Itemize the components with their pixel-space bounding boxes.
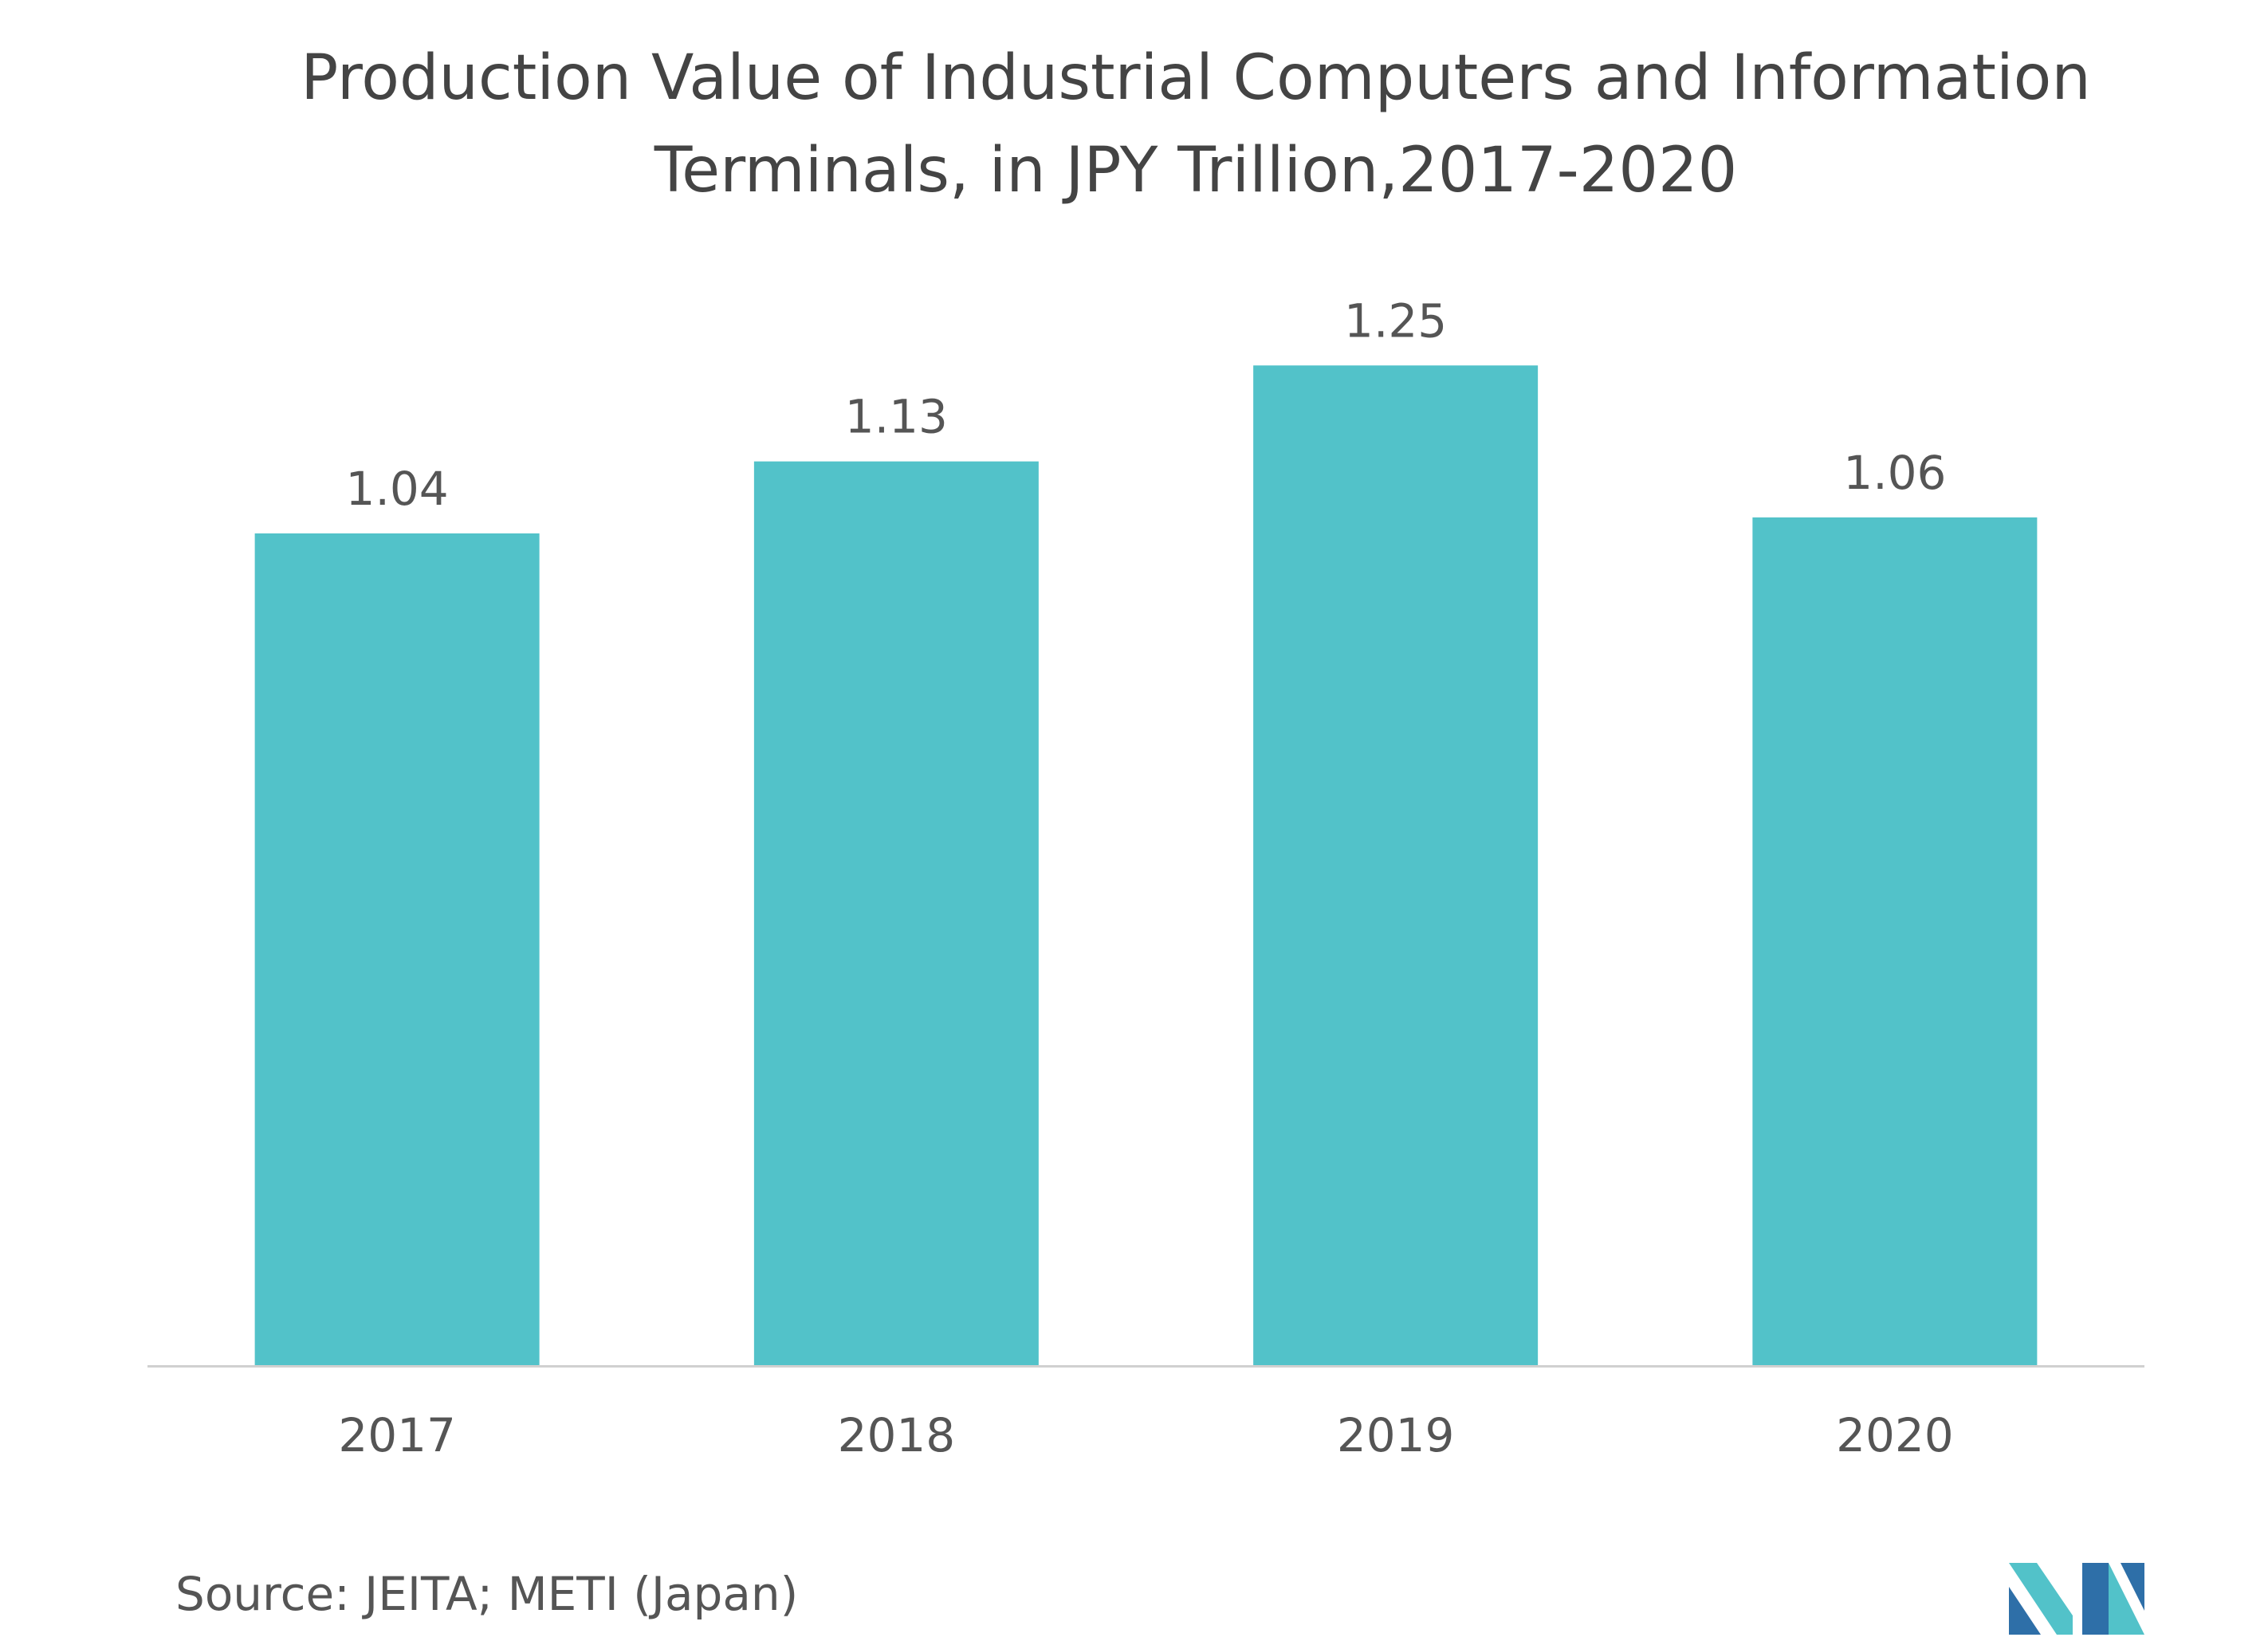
mordor-intelligence-logo-icon [2009, 1563, 2144, 1635]
bar-group [254, 365, 2038, 1366]
value-label-2020: 1.06 [1843, 446, 1946, 500]
source-note: Source: JEITA; METI (Japan) [175, 1567, 799, 1621]
bar-2019 [1253, 365, 1539, 1366]
bar-2017 [254, 533, 540, 1366]
chart-title: Production Value of Industrial Computers… [175, 32, 2216, 217]
logo-left-shape [2009, 1587, 2041, 1635]
x-tick-label-2019: 2019 [1337, 1408, 1455, 1462]
x-tick-label-2017: 2017 [338, 1408, 456, 1462]
logo-middle-bar [2082, 1563, 2109, 1635]
logo-diagonal-shape [2009, 1563, 2073, 1635]
chart-title-line-1: Production Value of Industrial Computers… [301, 42, 2091, 114]
logo-corner-shape [2121, 1563, 2144, 1611]
value-label-2019: 1.25 [1344, 293, 1447, 348]
value-label-2018: 1.13 [845, 390, 948, 444]
x-tick-label-group: 2017 2018 2019 2020 [338, 1408, 1953, 1462]
x-tick-label-2020: 2020 [1836, 1408, 1954, 1462]
x-tick-label-2018: 2018 [838, 1408, 956, 1462]
bar-chart: 1.04 1.13 1.25 1.06 2017 2018 2019 2020 [147, 293, 2144, 1462]
value-label-2017: 1.04 [346, 462, 449, 516]
value-label-group: 1.04 1.13 1.25 1.06 [346, 293, 1947, 516]
chart-title-line-2: Terminals, in JPY Trillion,2017-2020 [654, 135, 1738, 207]
bar-2020 [1752, 517, 2038, 1365]
logo-right-shape [2109, 1563, 2144, 1635]
bar-2018 [753, 461, 1039, 1365]
